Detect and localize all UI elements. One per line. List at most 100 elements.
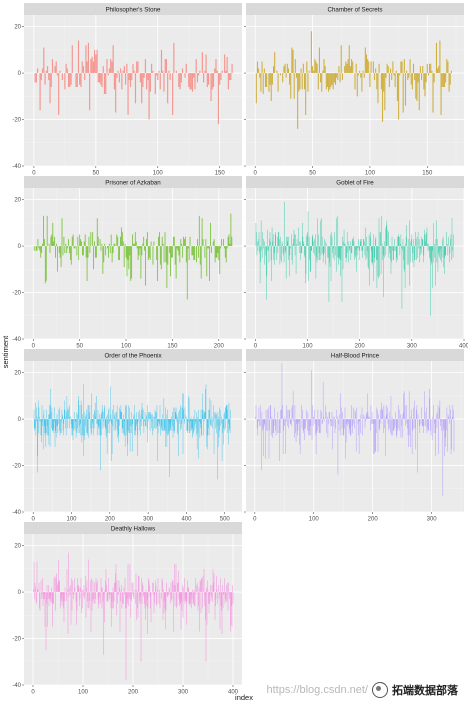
sentiment-bar bbox=[313, 70, 315, 74]
sentiment-bar bbox=[69, 73, 71, 88]
x-tick-label: 300 bbox=[427, 517, 438, 523]
sentiment-bar bbox=[210, 73, 212, 101]
sentiment-bar bbox=[110, 234, 112, 247]
sentiment-bar bbox=[205, 54, 207, 74]
sentiment-bar bbox=[434, 419, 436, 434]
sentiment-bar bbox=[289, 73, 291, 85]
sentiment-bar bbox=[118, 246, 120, 261]
sentiment-bar bbox=[400, 414, 401, 420]
sentiment-bar bbox=[63, 236, 65, 247]
sentiment-bar bbox=[127, 246, 129, 261]
sentiment-bar bbox=[413, 407, 414, 420]
sentiment-bar bbox=[113, 243, 115, 247]
sentiment-bar bbox=[352, 419, 353, 434]
sentiment-bar bbox=[356, 73, 358, 97]
sentiment-bar bbox=[79, 73, 81, 85]
sentiment-bar bbox=[315, 419, 316, 436]
sentiment-bar bbox=[425, 73, 427, 83]
sentiment-bar bbox=[328, 412, 330, 420]
sentiment-bar bbox=[182, 246, 184, 258]
sentiment-bar bbox=[270, 405, 272, 420]
sentiment-bar bbox=[164, 59, 166, 74]
x-tick-label: 0 bbox=[254, 171, 258, 177]
sentiment-bar bbox=[417, 414, 419, 420]
sentiment-bar bbox=[301, 405, 302, 420]
sentiment-bar bbox=[436, 414, 437, 420]
sentiment-bar bbox=[69, 246, 71, 261]
sentiment-bar bbox=[331, 419, 332, 427]
sentiment-bar bbox=[39, 73, 41, 111]
sentiment-bar bbox=[339, 414, 340, 420]
sentiment-bar bbox=[344, 419, 345, 429]
y-tick-label: -40 bbox=[12, 164, 21, 170]
sentiment-bar bbox=[381, 402, 382, 420]
sentiment-bar bbox=[84, 73, 86, 81]
sentiment-bar bbox=[329, 419, 331, 422]
sentiment-bar bbox=[138, 246, 140, 256]
sentiment-bar bbox=[173, 236, 175, 247]
sentiment-bar bbox=[231, 236, 233, 247]
sentiment-bar bbox=[210, 246, 212, 254]
sentiment-bar bbox=[306, 409, 307, 420]
sentiment-bar bbox=[378, 419, 380, 429]
sentiment-bar bbox=[65, 243, 67, 247]
sentiment-bar bbox=[427, 419, 429, 431]
sentiment-bar bbox=[124, 73, 127, 85]
sentiment-bar bbox=[219, 246, 221, 274]
x-tick-label: 100 bbox=[78, 690, 89, 696]
sentiment-bar bbox=[157, 73, 159, 81]
sentiment-bar bbox=[204, 246, 206, 258]
sentiment-bar bbox=[322, 419, 323, 424]
plot-background bbox=[24, 361, 242, 512]
y-tick-label: -20 bbox=[12, 118, 21, 124]
sentiment-bar bbox=[208, 246, 210, 249]
sentiment-bar bbox=[351, 405, 352, 420]
sentiment-bar bbox=[326, 73, 329, 88]
sentiment-bar bbox=[180, 73, 182, 83]
sentiment-bar bbox=[141, 246, 143, 256]
sentiment-bar bbox=[231, 63, 233, 74]
sentiment-bar bbox=[401, 419, 402, 427]
sentiment-bar bbox=[189, 73, 191, 90]
sentiment-bar bbox=[407, 419, 409, 436]
sentiment-bar bbox=[265, 419, 266, 459]
sentiment-bar bbox=[94, 241, 95, 247]
sentiment-bar bbox=[404, 405, 406, 420]
watermark-url: https://blog.csdn.net/ bbox=[266, 684, 368, 696]
sentiment-bar bbox=[98, 73, 101, 83]
sentiment-bar bbox=[366, 412, 368, 420]
sentiment-bar bbox=[122, 241, 124, 247]
sentiment-bar bbox=[221, 239, 223, 247]
sentiment-bar bbox=[210, 222, 211, 247]
sentiment-bar bbox=[125, 246, 127, 258]
x-tick-label: 100 bbox=[303, 344, 314, 350]
sentiment-bar bbox=[438, 66, 440, 74]
sentiment-bar bbox=[348, 419, 349, 424]
x-axis-title: index bbox=[235, 693, 253, 702]
sentiment-bar bbox=[447, 414, 449, 420]
sentiment-bar bbox=[371, 419, 372, 424]
sentiment-bar bbox=[448, 73, 450, 92]
sentiment-bar bbox=[292, 391, 294, 420]
sentiment-bar bbox=[184, 236, 186, 247]
sentiment-bar bbox=[269, 419, 270, 431]
sentiment-bar bbox=[416, 73, 418, 101]
sentiment-bar bbox=[189, 236, 191, 247]
sentiment-bar bbox=[373, 419, 375, 424]
sentiment-bar bbox=[447, 419, 448, 452]
sentiment-bar bbox=[226, 56, 228, 74]
sentiment-bar bbox=[123, 246, 125, 267]
sentiment-bar bbox=[214, 68, 216, 74]
sentiment-bar bbox=[450, 409, 451, 420]
x-tick-label: 500 bbox=[220, 517, 231, 523]
sentiment-bar bbox=[325, 405, 326, 420]
sentiment-bar bbox=[375, 419, 376, 452]
sentiment-bar bbox=[194, 246, 196, 261]
sentiment-bar bbox=[383, 73, 385, 92]
sentiment-bar bbox=[322, 70, 324, 74]
sentiment-bar bbox=[120, 68, 122, 74]
sentiment-bar bbox=[41, 246, 43, 254]
y-tick-label: 20 bbox=[14, 25, 21, 31]
sentiment-bar bbox=[449, 405, 451, 420]
sentiment-bar bbox=[288, 409, 290, 420]
